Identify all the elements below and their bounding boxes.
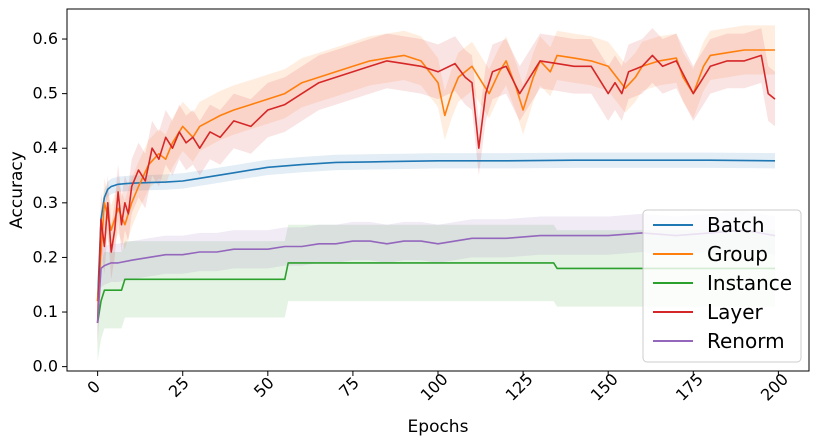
x-tick-label: 150 (587, 370, 622, 405)
instance-band (97, 224, 776, 362)
confidence-bands (97, 25, 776, 362)
instance-line (96, 262, 775, 324)
renorm-band (97, 211, 776, 343)
series-lines (96, 49, 776, 324)
y-axis-label: Accuracy (7, 151, 27, 229)
y-tick-label: 0.2 (33, 247, 58, 266)
batch-line (96, 159, 776, 302)
legend: Batch Group Instance Layer Renorm (642, 209, 802, 363)
legend-box (642, 209, 802, 363)
x-tick-label: 0 (83, 377, 104, 398)
x-tick-label: 25 (165, 373, 193, 401)
x-tick-label: 75 (335, 373, 363, 401)
x-tick-label: 200 (757, 370, 792, 405)
group-line (96, 49, 775, 302)
x-axis-label: Epochs (408, 417, 469, 437)
y-tick-label: 0.4 (33, 138, 58, 157)
legend-label-instance: Instance (707, 271, 792, 295)
y-tick-label: 0.3 (33, 193, 58, 212)
group-band (97, 25, 776, 326)
layer-line (96, 54, 776, 324)
x-tick-label: 50 (250, 373, 278, 401)
x-axis-ticks: 0 25 50 75 100 125 150 175 200 (83, 370, 792, 405)
legend-label-renorm: Renorm (707, 329, 785, 353)
x-tick-label: 125 (502, 370, 537, 405)
legend-label-batch: Batch (707, 213, 765, 237)
x-tick-label: 100 (417, 370, 452, 405)
legend-label-layer: Layer (707, 300, 764, 324)
x-tick-label: 175 (672, 370, 707, 405)
y-tick-label: 0.0 (33, 357, 58, 376)
layer-band (97, 28, 776, 351)
y-axis-ticks: 0.0 0.1 0.2 0.3 0.4 0.5 0.6 (33, 29, 67, 376)
y-tick-label: 0.6 (33, 29, 58, 48)
renorm-line (96, 229, 776, 324)
y-tick-label: 0.1 (33, 302, 58, 321)
y-tick-label: 0.5 (33, 84, 58, 103)
legend-label-group: Group (707, 242, 768, 266)
